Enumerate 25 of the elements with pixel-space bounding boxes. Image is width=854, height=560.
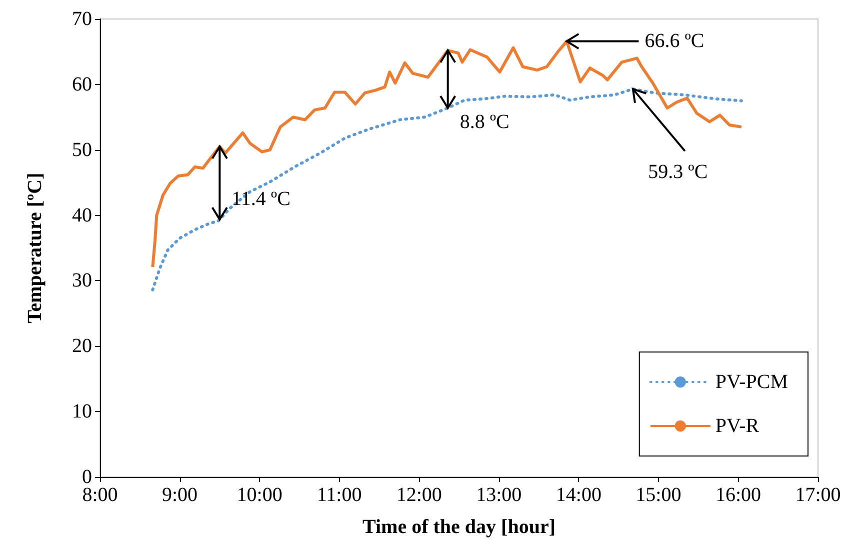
x-tick-label: 9:00 [162,484,198,506]
y-tick-label: 40 [72,204,92,226]
y-tick-label: 50 [72,138,92,161]
y-axis-title: Temperature [ºC] [24,172,46,324]
x-tick-label: 10:00 [236,484,282,506]
y-tick-label: 30 [72,270,92,292]
x-tick-label: 15:00 [636,484,682,506]
x-tick-label: 14:00 [556,484,602,506]
y-tick-label: 70 [72,8,92,30]
y-tick-label: 10 [72,400,92,423]
x-tick-label: 12:00 [396,484,442,506]
x-tick-label: 11:00 [316,484,362,506]
x-tick-label: 13:00 [476,484,522,506]
y-tick-label: 20 [72,335,92,358]
line-series [151,88,743,292]
x-tick-label: 17:00 [795,484,841,506]
x-tick-label: 16:00 [715,484,762,506]
annotation: 66.6 ºC [644,30,704,52]
legend-label: PV-PCM [715,371,788,393]
x-axis-title: Time of the day [hour] [362,516,556,538]
annotation: 59.3 ºC [648,161,708,184]
annotation: 11.4 ºC [232,188,290,210]
legend-label: PV-R [715,415,760,437]
y-tick-label: 60 [72,73,92,96]
annotation: 8.8 ºC [460,110,510,133]
